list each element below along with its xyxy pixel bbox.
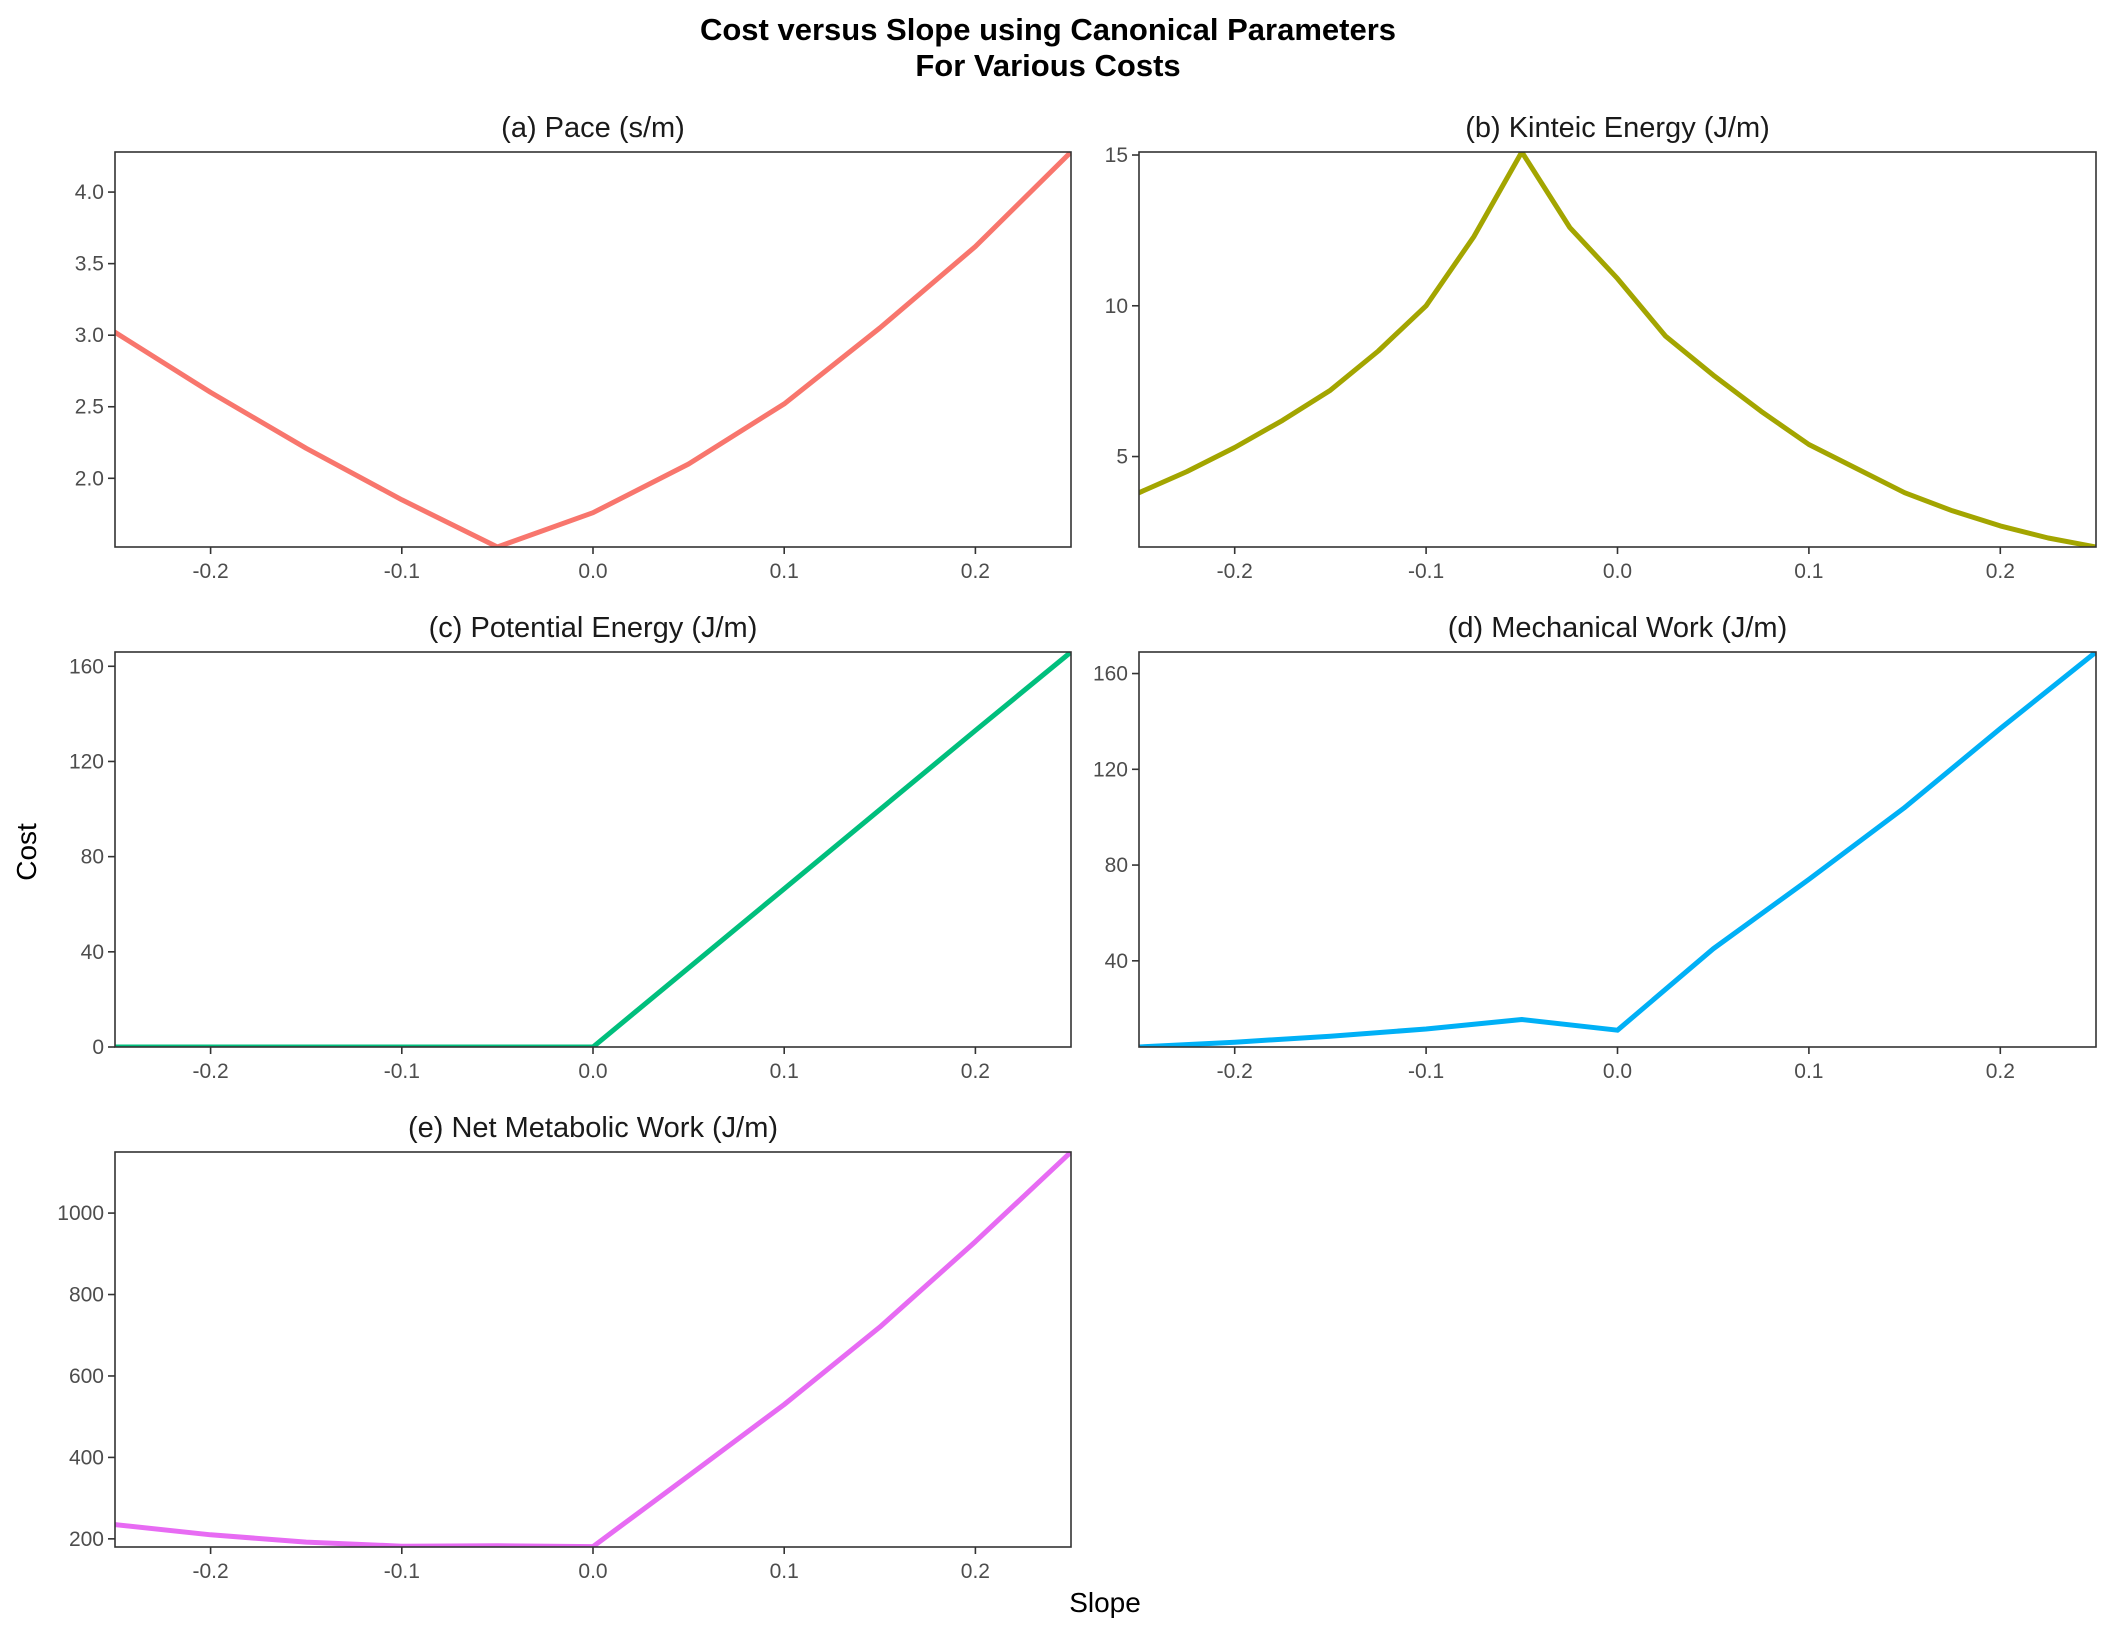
panel-frame [114,1151,1072,1548]
y-tick-label: 40 [1105,950,1128,973]
x-tick-label: -0.1 [1408,560,1444,583]
panel-title: (d) Mechanical Work (J/m) [1448,612,1787,644]
x-tick-label: 0.1 [770,1560,799,1583]
y-tick-label: 1000 [57,1202,104,1225]
x-tick-label: -0.1 [384,560,420,583]
x-tick-label: 0.2 [961,560,990,583]
x-tick-label: -0.2 [193,1060,229,1083]
series-line [1139,152,2096,547]
y-tick-label: 200 [69,1528,104,1551]
y-tick-label: 80 [81,846,104,869]
panel-title: (a) Pace (s/m) [501,112,685,144]
x-tick-label: 0.0 [578,560,607,583]
y-axis-title: Cost [11,823,42,881]
y-tick-label: 120 [1093,758,1128,781]
x-tick-label: 0.0 [1603,1060,1632,1083]
x-tick-label: 0.1 [770,1060,799,1083]
y-tick-label: 40 [81,941,104,964]
panel-frame [114,151,1072,548]
x-tick-label: 0.0 [578,1560,607,1583]
y-tick-label: 0 [92,1036,104,1059]
y-tick-label: 2.0 [75,467,104,490]
x-tick-label: -0.2 [193,560,229,583]
x-tick-label: -0.1 [1408,1060,1444,1083]
panel-title: (c) Potential Energy (J/m) [429,612,758,644]
x-tick-label: -0.2 [1217,1060,1253,1083]
x-tick-label: 0.2 [961,1560,990,1583]
series-line [115,1152,1071,1547]
y-tick-label: 15 [1105,144,1128,167]
y-tick-label: 10 [1105,295,1128,318]
x-axis-title: Slope [1069,1587,1141,1618]
panel-2: (c) Potential Energy (J/m) -0.2 -0.1 0.0 0.1… [69,612,1072,1083]
y-tick-label: 160 [1093,663,1128,686]
x-tick-label: 0.1 [1794,560,1823,583]
series-line [1139,652,2096,1047]
x-tick-label: -0.2 [1217,560,1253,583]
panel-frame [114,651,1072,1048]
y-tick-label: 3.0 [75,324,104,347]
panel-title: (e) Net Metabolic Work (J/m) [408,1112,778,1144]
panel-0: (a) Pace (s/m) -0.2 -0.1 0.0 0.1 0.2 2.0 2.5 3.0… [75,112,1072,583]
y-tick-label: 80 [1105,854,1128,877]
x-tick-label: 0.0 [578,1060,607,1083]
x-tick-label: -0.2 [193,1560,229,1583]
y-tick-label: 600 [69,1365,104,1388]
panel-3: (d) Mechanical Work (J/m) -0.2 -0.1 0.0 0.1 0… [1093,612,2097,1083]
panel-title: (b) Kinteic Energy (J/m) [1465,112,1770,144]
panel-frame [1138,151,2097,548]
x-tick-label: -0.1 [384,1560,420,1583]
panel-1: (b) Kinteic Energy (J/m) -0.2 -0.1 0.0 0.1 0.… [1105,112,2097,583]
chart-title-line2: For Various Costs [915,48,1180,83]
chart-title-line1: Cost versus Slope using Canonical Parame… [700,12,1396,47]
panels: (a) Pace (s/m) -0.2 -0.1 0.0 0.1 0.2 2.0 2.5 3.0… [57,112,2097,1583]
x-tick-label: 0.2 [961,1060,990,1083]
x-tick-label: 0.2 [1986,1060,2015,1083]
x-tick-label: 0.1 [1794,1060,1823,1083]
x-tick-label: 0.2 [1986,560,2015,583]
y-tick-label: 800 [69,1284,104,1307]
y-tick-label: 2.5 [75,396,104,419]
x-tick-label: 0.0 [1603,560,1632,583]
y-tick-label: 120 [69,750,104,773]
y-tick-label: 160 [69,655,104,678]
x-tick-label: -0.1 [384,1060,420,1083]
y-tick-label: 400 [69,1446,104,1469]
y-tick-label: 3.5 [75,253,104,276]
y-tick-label: 4.0 [75,181,104,204]
series-line [115,152,1071,547]
panel-4: (e) Net Metabolic Work (J/m) -0.2 -0.1 0.0 0… [57,1112,1072,1583]
x-tick-label: 0.1 [770,560,799,583]
panel-frame [1138,651,2097,1048]
series-line [115,652,1071,1047]
y-tick-label: 5 [1116,446,1128,469]
